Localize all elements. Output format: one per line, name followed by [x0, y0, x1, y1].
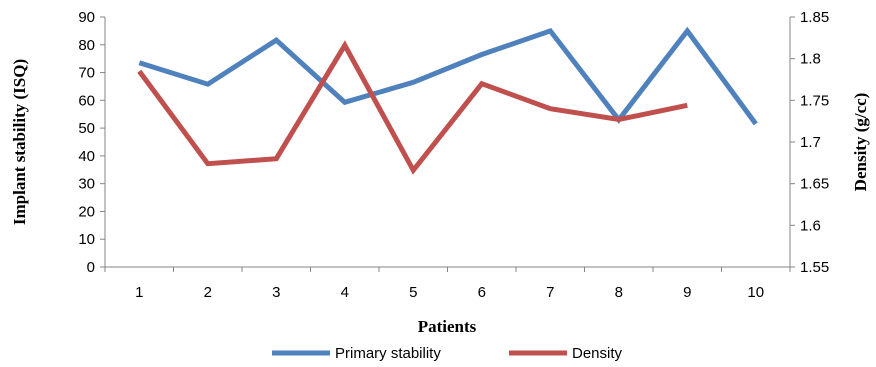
series-group [137, 26, 758, 175]
x-tick-label: 7 [546, 284, 554, 301]
left-y-tick-label: 10 [78, 231, 95, 248]
right-y-axis-title: Density (g/cc) [851, 93, 870, 192]
left-y-tick-label: 70 [78, 65, 95, 82]
x-tick-label: 1 [135, 284, 143, 301]
x-tick-label: 10 [747, 284, 764, 301]
left-y-tick-label: 90 [78, 9, 95, 26]
right-y-tick-label: 1.6 [800, 217, 821, 234]
left-y-tick-label: 20 [78, 203, 95, 220]
left-y-tick-label: 60 [78, 92, 95, 109]
x-tick-label: 5 [409, 284, 417, 301]
x-tick-label: 6 [478, 284, 486, 301]
left-y-tick-label: 50 [78, 120, 95, 137]
left-y-tick-label: 0 [87, 259, 95, 276]
x-tick-label: 9 [683, 284, 691, 301]
ticks-group: 0 10 20 30 40 50 60 70 80 90 1.55 1.6 1.65 1.7 1.75 1.8… [78, 9, 829, 301]
legend-label-primary-stability: Primary stability [335, 345, 441, 362]
x-tick-label: 3 [272, 284, 280, 301]
left-y-tick-label: 80 [78, 37, 95, 54]
x-axis-title: Patients [418, 317, 477, 336]
right-y-tick-label: 1.85 [800, 9, 829, 26]
right-y-tick-label: 1.7 [800, 134, 821, 151]
legend-label-density: Density [572, 345, 623, 362]
left-y-tick-label: 40 [78, 148, 95, 165]
right-y-tick-label: 1.8 [800, 51, 821, 68]
right-y-tick-label: 1.75 [800, 92, 829, 109]
right-y-tick-label: 1.55 [800, 259, 829, 276]
x-tick-label: 2 [204, 284, 212, 301]
series-line-density [137, 40, 688, 175]
x-tick-label: 8 [615, 284, 623, 301]
x-tick-label: 4 [341, 284, 349, 301]
left-y-tick-label: 30 [78, 176, 95, 193]
series-line-primary-stability [138, 26, 758, 126]
right-y-tick-label: 1.65 [800, 176, 829, 193]
left-y-axis-title: Implant stability (ISQ) [10, 59, 29, 225]
axes-group [104, 17, 791, 268]
legend: Primary stability Density [272, 345, 623, 362]
